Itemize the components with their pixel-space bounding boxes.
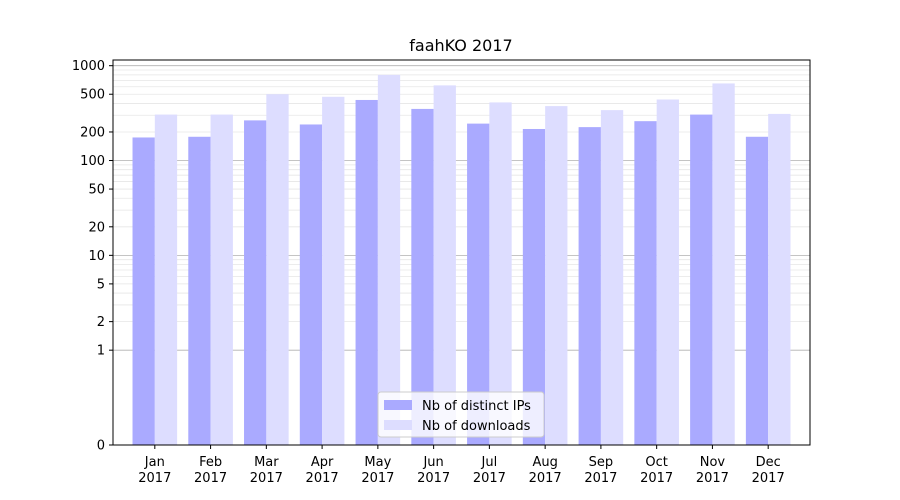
y-tick-label: 1000 [72,59,105,74]
bar-downloads [266,94,289,446]
x-tick-label-year: 2017 [640,471,673,486]
x-tick-label-month: Mar [254,455,279,470]
y-tick-label: 10 [88,249,105,264]
bar-downloads [377,74,401,445]
chart-title: faahKO 2017 [409,36,512,55]
x-tick-label-year: 2017 [752,471,785,486]
bars [132,74,791,446]
bar-distinct-ips [411,108,434,445]
x-tick-label-month: May [364,455,391,470]
x-tick-label-month: Jan [144,455,165,470]
y-tick-label: 100 [80,154,105,169]
x-tick-label-year: 2017 [361,471,394,486]
bar-downloads [600,110,624,445]
x-tick-label-year: 2017 [696,471,729,486]
legend-label: Nb of downloads [422,419,531,434]
x-tick-label-month: Apr [311,455,334,470]
y-tick-label: 20 [88,220,105,235]
bar-downloads [154,114,178,445]
bar-distinct-ips [522,128,546,445]
bar-downloads [433,85,456,445]
bar-downloads [210,114,233,445]
x-tick-label-month: Dec [756,455,781,470]
bar-distinct-ips [188,136,211,446]
legend: Nb of distinct IPs Nb of downloads [377,391,545,438]
y-tick-label: 1 [97,344,105,359]
x-tick-label-month: Feb [199,455,222,470]
bar-downloads [768,113,791,445]
y-tick-label: 2 [97,315,105,330]
bar-distinct-ips [745,136,769,446]
x-tick-label-month: Aug [532,455,557,470]
x-tick-label-year: 2017 [138,471,171,486]
x-tick-label-year: 2017 [250,471,283,486]
x-tick-label-month: Oct [645,455,667,470]
bar-downloads [322,96,345,446]
y-tick-label: 0 [97,439,105,454]
bar-distinct-ips [355,99,378,445]
x-tick-label-year: 2017 [194,471,227,486]
bar-distinct-ips [132,137,155,446]
bar-distinct-ips [690,114,713,445]
bar-distinct-ips [634,121,657,445]
y-tick-label: 5 [97,277,105,292]
y-tick-label: 500 [80,88,105,103]
plot-frame [112,59,811,446]
x-tick-label-month: Jul [481,455,498,470]
x-tick-label-year: 2017 [306,471,339,486]
bar-distinct-ips [244,120,267,445]
x-tick-label-month: Sep [589,455,614,470]
legend-swatch [384,400,412,410]
x-tick-label-year: 2017 [417,471,450,486]
x-tick-label-month: Nov [700,455,726,470]
legend-swatch [384,420,412,430]
y-tick-label: 200 [80,125,105,140]
bar-distinct-ips [467,123,490,446]
bar-distinct-ips [578,127,601,446]
x-tick-label-month: Jun [422,455,443,470]
bar-downloads [656,99,679,445]
x-tick-label-year: 2017 [529,471,562,486]
axes: 01251020501002005001000Jan2017Feb2017Mar… [72,59,811,486]
bar-downloads [489,102,512,446]
x-tick-label-year: 2017 [584,471,617,486]
bar-downloads [712,83,735,445]
legend-box [377,391,545,438]
legend-label: Nb of distinct IPs [422,399,531,414]
bar-distinct-ips [299,124,323,445]
y-tick-label: 50 [88,183,105,198]
x-tick-label-year: 2017 [473,471,506,486]
bar-downloads [545,106,568,445]
